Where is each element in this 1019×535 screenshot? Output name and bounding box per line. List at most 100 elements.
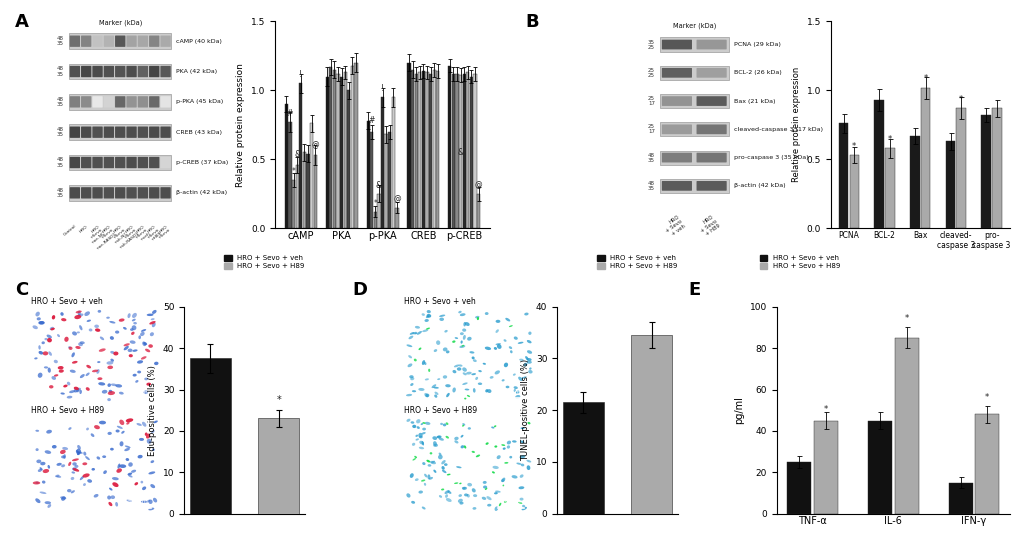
Ellipse shape [109,487,112,491]
Ellipse shape [459,364,462,366]
Ellipse shape [420,423,423,425]
Ellipse shape [510,350,513,353]
Ellipse shape [72,462,76,465]
Ellipse shape [471,373,476,375]
Bar [884,148,894,228]
Ellipse shape [94,425,100,429]
FancyBboxPatch shape [160,187,170,198]
Ellipse shape [84,452,87,456]
Ellipse shape [66,396,72,399]
Ellipse shape [421,479,425,482]
Ellipse shape [472,507,476,510]
Ellipse shape [421,314,425,316]
FancyBboxPatch shape [104,157,114,168]
Ellipse shape [86,387,90,391]
Ellipse shape [514,337,518,340]
Ellipse shape [72,468,79,472]
Ellipse shape [426,314,431,318]
Bar [69,155,171,171]
Ellipse shape [132,349,138,352]
Ellipse shape [128,462,132,467]
Text: B: B [525,13,538,32]
Ellipse shape [123,343,129,346]
Bar [69,185,171,201]
Ellipse shape [87,319,91,322]
Ellipse shape [152,448,155,451]
FancyBboxPatch shape [160,157,170,168]
Ellipse shape [512,475,517,478]
Ellipse shape [52,315,55,319]
Ellipse shape [418,433,422,438]
Ellipse shape [141,500,148,503]
Y-axis label: Relative protein expression: Relative protein expression [236,63,246,187]
Bar [258,418,299,514]
FancyBboxPatch shape [149,66,159,77]
Ellipse shape [446,473,450,476]
Ellipse shape [433,470,436,473]
Bar [395,208,398,228]
Ellipse shape [63,385,67,387]
Ellipse shape [61,318,66,322]
Y-axis label: Relative protein expression: Relative protein expression [792,67,800,182]
Text: β-actin (42 kDa): β-actin (42 kDa) [175,190,226,195]
Bar [425,72,428,228]
Ellipse shape [69,370,75,373]
Text: @: @ [311,141,319,150]
Ellipse shape [150,484,155,488]
Ellipse shape [109,390,112,393]
Ellipse shape [506,445,510,449]
Ellipse shape [412,443,415,446]
Ellipse shape [438,438,443,441]
Ellipse shape [522,505,525,508]
Ellipse shape [529,368,531,370]
Text: p-PKA (45 kDa): p-PKA (45 kDa) [175,100,223,104]
Ellipse shape [528,370,532,373]
Ellipse shape [467,494,470,498]
Ellipse shape [452,370,455,373]
Ellipse shape [424,362,426,365]
Ellipse shape [110,351,114,354]
Bar [69,33,171,49]
Ellipse shape [92,468,95,471]
Ellipse shape [462,368,467,372]
Ellipse shape [442,375,446,379]
Ellipse shape [461,345,464,347]
Text: 17: 17 [647,101,654,106]
FancyBboxPatch shape [696,68,726,78]
Ellipse shape [36,482,39,484]
Ellipse shape [102,390,107,394]
Bar [659,94,729,108]
Text: HRO
+ Sevo
+ H89: HRO + Sevo + H89 [696,213,720,238]
Text: *: * [823,406,827,414]
Ellipse shape [463,335,466,340]
Ellipse shape [36,448,39,451]
Ellipse shape [38,321,45,325]
Text: &: & [458,148,464,157]
Text: *: * [958,95,962,104]
Ellipse shape [426,327,430,330]
Text: *: * [887,135,892,144]
Text: 50 μm: 50 μm [500,499,521,504]
FancyBboxPatch shape [661,181,691,190]
Ellipse shape [453,440,458,444]
Text: 48: 48 [57,127,64,132]
FancyBboxPatch shape [661,96,691,106]
Ellipse shape [118,318,124,322]
FancyBboxPatch shape [661,40,691,49]
Bar [366,121,369,228]
Ellipse shape [482,363,485,365]
Text: A: A [15,13,30,32]
Ellipse shape [58,366,63,370]
Text: 50 μm: 50 μm [127,389,148,395]
Ellipse shape [133,322,137,324]
Ellipse shape [521,464,524,467]
Ellipse shape [50,328,55,331]
Bar [459,75,462,228]
Ellipse shape [460,314,465,316]
Bar [562,402,603,514]
Ellipse shape [496,344,501,349]
Ellipse shape [91,433,95,437]
Ellipse shape [33,482,40,485]
Ellipse shape [472,488,475,492]
Bar [380,97,384,228]
